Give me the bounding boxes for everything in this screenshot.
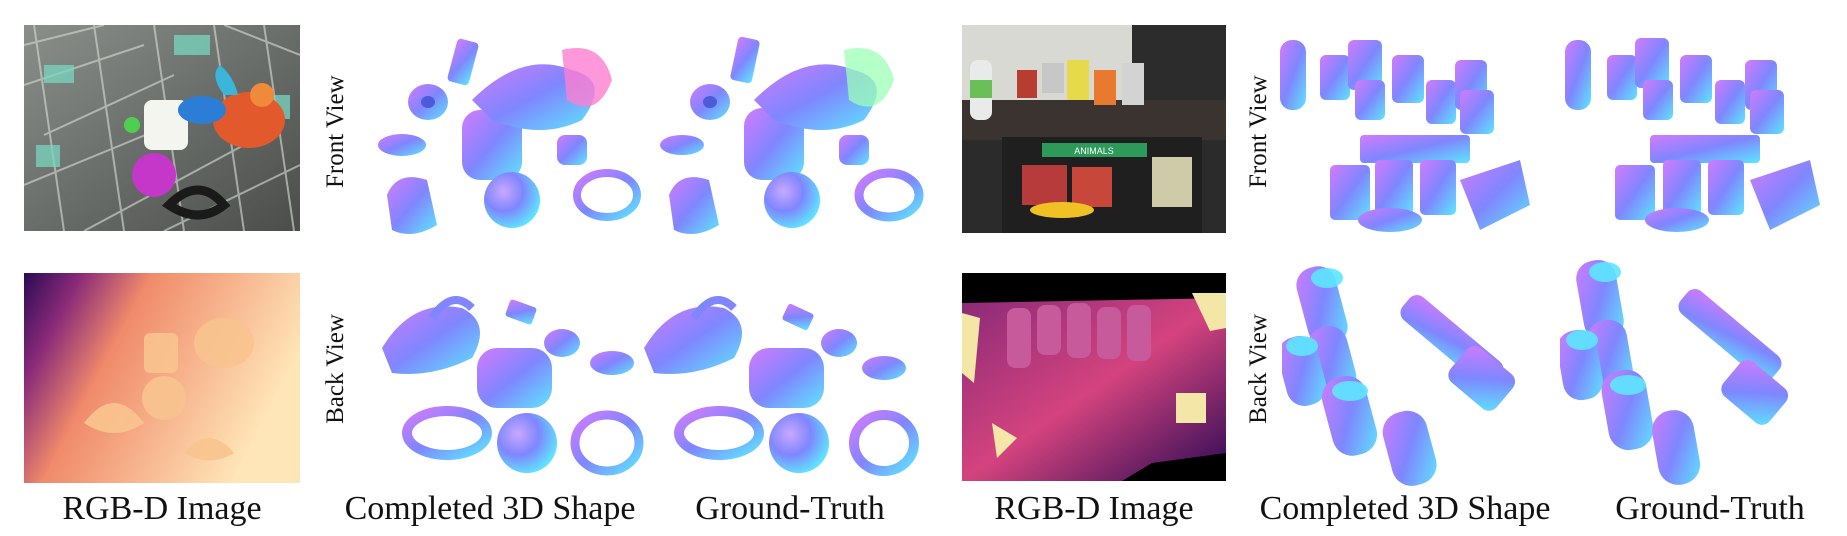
ground-truth-back-left [634,278,934,500]
view-label-front-left: Front View [322,75,349,188]
caption-right-rgbd: RGB-D Image [994,490,1194,527]
view-label-front-right: Front View [1245,75,1272,188]
ground-truth-back-right [1560,260,1830,496]
ground-truth-front-left [654,30,936,252]
depth-image-right [962,273,1226,481]
caption-left-rgbd: RGB-D Image [62,490,262,527]
depth-image-left [24,273,300,483]
completed-shape-back-right [1282,266,1548,496]
box-label-animals: ANIMALS [1074,146,1114,156]
ground-truth-front-right [1565,30,1843,252]
completed-shape-front-right [1280,30,1558,252]
caption-right-ground-truth: Ground-Truth [1615,490,1805,527]
rgb-image-left [24,25,300,231]
view-label-back-right: Back View [1245,314,1272,424]
caption-left-ground-truth: Ground-Truth [695,490,885,527]
caption-right-completed: Completed 3D Shape [1259,490,1551,527]
completed-shape-front-left [372,30,654,252]
view-label-back-left: Back View [322,314,349,424]
caption-left-completed: Completed 3D Shape [344,490,636,527]
completed-shape-back-left [372,278,654,500]
rgb-image-right: ANIMALS [962,25,1226,233]
